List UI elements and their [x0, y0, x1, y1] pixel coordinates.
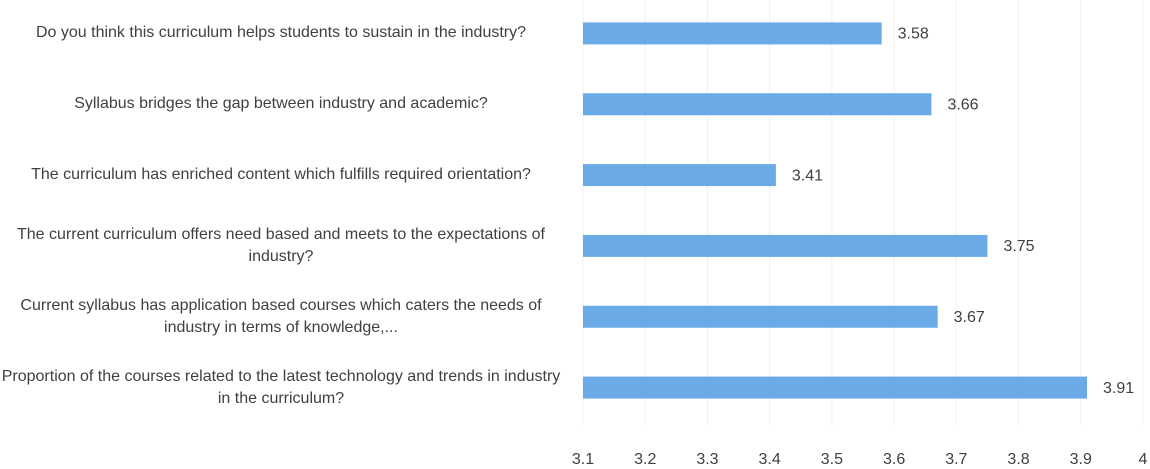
- y-tick-label: The curriculum has enriched content whic…: [31, 166, 531, 184]
- y-tick-label: Do you think this curriculum helps stude…: [35, 24, 527, 42]
- x-tick-label: 3.1: [572, 451, 594, 468]
- bar: [583, 22, 882, 45]
- y-tick-label: Syllabus bridges the gap between industr…: [74, 95, 488, 113]
- x-tick-label: 3.5: [821, 451, 843, 468]
- x-tick-label: 3.9: [1070, 451, 1092, 468]
- x-tick-label: 3.2: [634, 451, 656, 468]
- x-tick-label: 4: [1139, 451, 1148, 468]
- y-tick-label: Proportion of the courses related to the…: [1, 367, 561, 407]
- x-tick-label: 3.4: [759, 451, 781, 468]
- bar: [583, 376, 1087, 399]
- bar: [583, 234, 988, 257]
- value-label: 3.66: [947, 96, 978, 113]
- x-tick-label: 3.7: [945, 451, 967, 468]
- x-tick-label: 3.3: [696, 451, 718, 468]
- bar: [583, 305, 938, 328]
- bar: [583, 164, 776, 187]
- value-label: 3.91: [1103, 380, 1134, 397]
- value-label: 3.58: [898, 26, 929, 43]
- y-tick-label: The current curriculum offers need based…: [17, 225, 545, 265]
- value-label: 3.75: [1003, 238, 1034, 255]
- y-tick-label: Current syllabus has application based c…: [20, 296, 542, 336]
- bar: [583, 93, 932, 116]
- value-label: 3.67: [954, 309, 985, 326]
- value-label: 3.41: [792, 167, 823, 184]
- x-tick-label: 3.8: [1007, 451, 1029, 468]
- x-tick-label: 3.6: [883, 451, 905, 468]
